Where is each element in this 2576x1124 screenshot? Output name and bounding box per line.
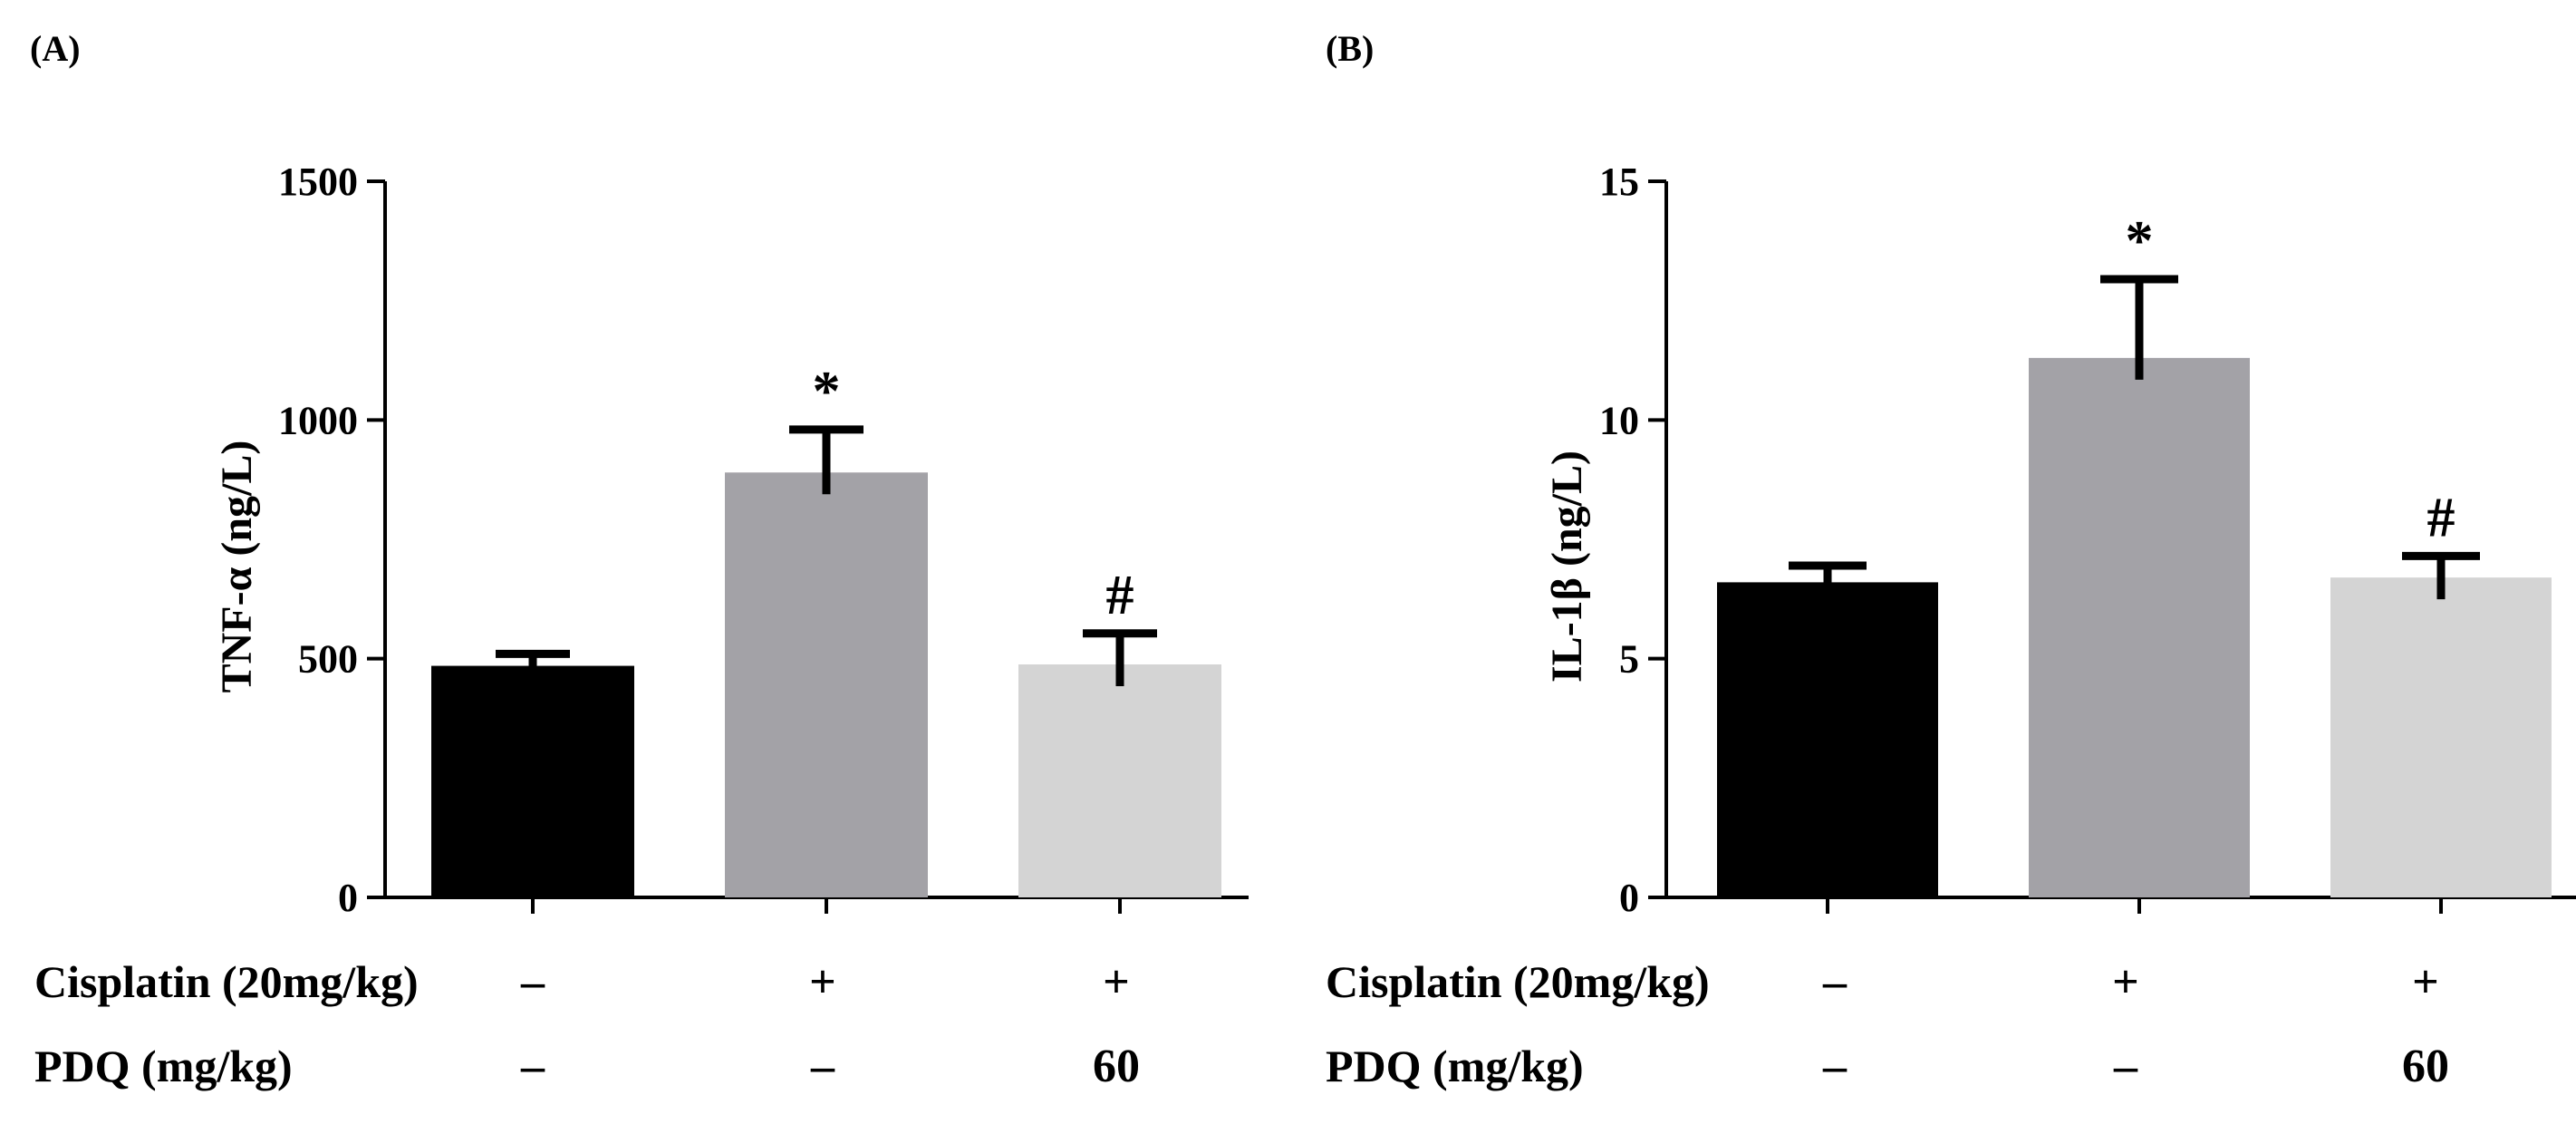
condition-value: – (2113, 1041, 2138, 1092)
condition-label: PDQ (mg/kg) (1326, 1041, 1584, 1091)
y-tick-label: 1000 (278, 398, 358, 442)
y-tick-label: 500 (298, 637, 358, 682)
y-tick-label: 15 (1599, 160, 1639, 204)
significance-mark: # (1106, 565, 1134, 626)
bar (1018, 664, 1221, 897)
panel-a: (A) 0 500 1000 1500 TNF-α (ng/L) * # Cisplatin (… (30, 28, 1249, 1092)
panel-label: (B) (1326, 28, 1374, 69)
condition-value: 60 (1093, 1041, 1140, 1092)
condition-value: + (2412, 956, 2439, 1008)
y-tick-label: 5 (1619, 637, 1639, 682)
panel-label: (A) (30, 28, 81, 69)
bar (725, 472, 928, 897)
condition-label: Cisplatin (20mg/kg) (1326, 956, 1710, 1007)
condition-value: – (810, 1041, 835, 1092)
condition-value: – (520, 956, 545, 1008)
condition-value: + (2112, 956, 2139, 1008)
y-tick-label: 10 (1599, 398, 1639, 442)
y-tick-label: 0 (1619, 876, 1639, 920)
y-tick-label: 1500 (278, 160, 358, 204)
y-axis-title: TNF-α (ng/L) (213, 441, 261, 693)
condition-value: – (1822, 1041, 1848, 1092)
condition-value: + (1103, 956, 1130, 1008)
y-tick-label: 0 (338, 876, 358, 920)
condition-value: – (520, 1041, 545, 1092)
y-axis-title: IL-1β (ng/L) (1543, 451, 1591, 683)
condition-label: Cisplatin (20mg/kg) (34, 956, 419, 1007)
condition-label: PDQ (mg/kg) (34, 1041, 293, 1091)
significance-mark: * (813, 361, 841, 422)
bar (2029, 357, 2250, 897)
condition-value: – (1822, 956, 1848, 1008)
bar (2330, 577, 2552, 897)
panel-b: (B) 0 5 10 15 IL-1β (ng/L) * # Cisplatin (20mg/k… (1326, 28, 2576, 1092)
bar (431, 665, 634, 897)
significance-mark: * (2126, 210, 2154, 272)
condition-value: 60 (2402, 1041, 2449, 1092)
bar (1717, 582, 1938, 897)
significance-mark: # (2427, 487, 2455, 548)
condition-value: + (809, 956, 836, 1008)
